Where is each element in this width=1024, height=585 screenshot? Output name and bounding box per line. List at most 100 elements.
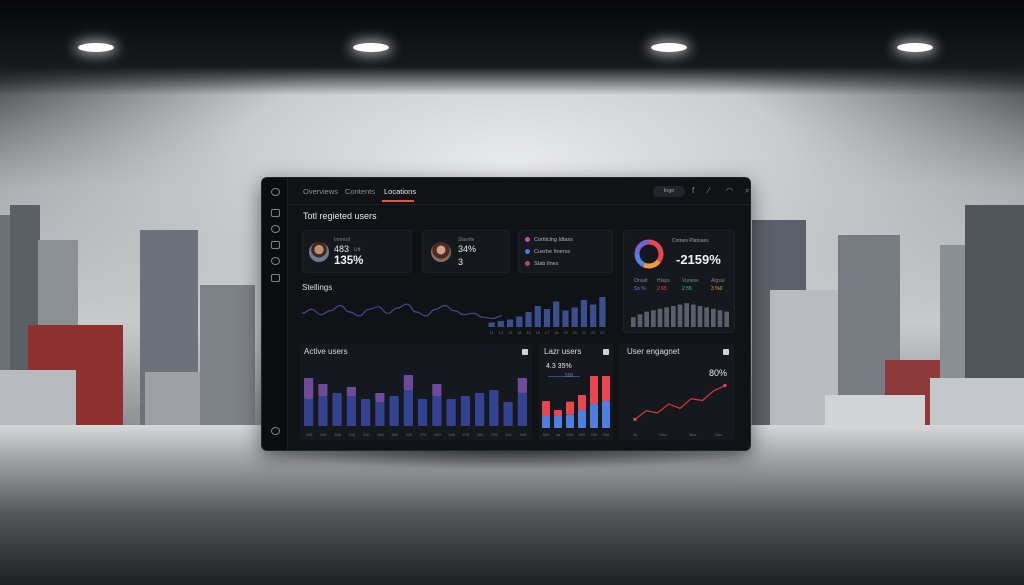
active-users-tick-label: 286 <box>448 432 455 437</box>
stellings-tick-label: 17 <box>545 330 550 335</box>
laser-users-title: Lazr users <box>544 347 582 356</box>
engagement-chart: 0s Hsd Nov Dsc <box>633 383 727 437</box>
top-bar: Overviews Contents Locations Iogo f ∕ ◠ … <box>288 178 750 205</box>
compass-icon[interactable] <box>271 427 280 435</box>
laser-users-bar <box>542 416 550 428</box>
sidebar <box>262 178 288 450</box>
donut-slice <box>648 239 664 263</box>
laser-users-tick-label: 256 <box>603 432 610 437</box>
people-icon[interactable] <box>271 209 280 217</box>
user-icon[interactable] <box>271 274 280 282</box>
active-users-bar <box>318 396 328 426</box>
active-users-bar-top <box>403 375 413 390</box>
active-users-chart: 245 285 386 245 310 288 380 325 270 390 286 275 280 2… <box>304 375 527 437</box>
stellings-bar <box>599 297 606 327</box>
donut-title: Comes Platoues <box>672 238 709 244</box>
donut-bar <box>711 308 716 327</box>
active-users-tick-label: 295 <box>491 432 498 437</box>
laser-users-tick-label: 395 <box>579 432 586 437</box>
engagement-tick-label: Nov <box>689 432 696 437</box>
active-users-tick-label: 245 <box>306 432 313 437</box>
active-users-bar <box>361 399 371 426</box>
user-value-small: 34% <box>458 244 477 254</box>
legend-item: Cortliclng Idlass <box>525 237 573 243</box>
legend-item: Cuerbe Itnerss <box>525 249 570 255</box>
stellings-chart: 11 12 13 14 15 16 17 18 19 20 21 22 23 <box>302 297 606 335</box>
active-users-tick-label: 288 <box>377 432 384 437</box>
active-users-bar-top <box>304 378 314 399</box>
engagement-point <box>633 417 637 421</box>
active-users-bar-top <box>375 393 385 402</box>
active-users-bar-top <box>517 378 527 393</box>
laser-users-bar <box>590 404 598 428</box>
active-users-tick-label: 325 <box>406 432 413 437</box>
bell-icon[interactable]: ◠ <box>726 186 733 195</box>
engagement-tick-label: Hsd <box>659 432 666 437</box>
laser-users-value: 4.3 35% <box>546 363 572 370</box>
expand-button[interactable] <box>723 349 729 355</box>
ceiling <box>0 0 1024 95</box>
stellings-bar <box>553 301 560 327</box>
donut-bar-chart <box>631 303 729 327</box>
stellings-bar <box>571 307 578 327</box>
tab-overviews[interactable]: Overviews <box>303 187 339 196</box>
laser-users-bar-top <box>554 410 562 416</box>
user-value-big: 135% <box>334 255 364 267</box>
active-users-tick-label: 275 <box>463 432 470 437</box>
facebook-icon[interactable]: f <box>692 186 695 195</box>
engagement-card: User engagnet 80% 0s Hsd Nov Dsc <box>619 344 735 440</box>
donut-col-value: 2 55 <box>682 286 692 292</box>
globe-icon[interactable] <box>271 225 280 233</box>
active-users-bar <box>346 396 356 426</box>
laser-users-card: Lazr users 4.3 35% 500 300 4d 245 395 230 256 <box>539 344 613 440</box>
active-tab-indicator <box>382 200 414 202</box>
stellings-bar <box>580 300 588 327</box>
user-card[interactable]: Slaside 34% 3 <box>422 230 510 273</box>
ceiling-light <box>651 43 687 52</box>
home-icon[interactable] <box>271 188 280 196</box>
donut-bar <box>651 310 656 327</box>
laser-users-tick-label: 245 <box>567 432 574 437</box>
active-users-card: Active users 245 285 386 245 310 288 380 325 270… <box>300 344 532 440</box>
avatar <box>309 242 329 262</box>
expand-button[interactable] <box>603 349 609 355</box>
ceiling-light <box>353 43 389 52</box>
engagement-tick-label: 0s <box>633 432 637 437</box>
donut-col-value: 3 %0 <box>711 286 723 292</box>
active-users-tick-label: 321 <box>505 432 512 437</box>
active-users-tick-label: 285 <box>320 432 327 437</box>
active-users-bar-top <box>432 384 442 396</box>
donut-col-label: Vunese <box>682 278 699 284</box>
stellings-line <box>302 303 503 320</box>
top-pill-button[interactable]: Iogo <box>653 186 685 197</box>
stellings-bar <box>525 312 532 327</box>
user-card[interactable]: Inmesil 483 Ud 135% <box>302 230 412 273</box>
donut-bar <box>691 304 696 327</box>
laser-users-bar-top <box>566 401 574 415</box>
laser-users-bar-top <box>602 376 610 401</box>
settings-icon[interactable] <box>271 257 280 265</box>
donut-bar <box>631 317 636 327</box>
lock-icon[interactable] <box>271 241 280 249</box>
donut-bar <box>717 310 723 327</box>
laser-users-bar <box>554 416 562 428</box>
expand-button[interactable] <box>522 349 528 355</box>
dashboard-panel: Overviews Contents Locations Iogo f ∕ ◠ … <box>261 177 751 451</box>
tab-contents[interactable]: Contents <box>345 187 376 196</box>
legend-card: Cortliclng Idlass Cuerbe Itnerss Stab Il… <box>518 230 613 273</box>
tab-locations[interactable]: Locations <box>384 187 417 196</box>
stellings-tick-label: 20 <box>572 330 577 335</box>
user-value-small: 483 <box>334 244 350 254</box>
stellings-bar <box>506 319 514 327</box>
laser-users-tick-label: 4d <box>556 432 560 437</box>
link-icon[interactable]: ∕ <box>708 186 710 195</box>
active-users-tick-label: 308 <box>520 432 527 437</box>
ceiling-light <box>78 43 114 52</box>
donut-bar <box>671 306 676 327</box>
search-icon[interactable]: ⌕▾ <box>745 186 750 195</box>
engagement-line <box>634 384 726 420</box>
stellings-tick-label: 13 <box>508 330 513 335</box>
engagement-title: User engagnet <box>627 347 680 356</box>
laser-users-chart: 300 4d 245 395 230 256 <box>542 376 610 437</box>
active-users-bar <box>446 399 456 426</box>
